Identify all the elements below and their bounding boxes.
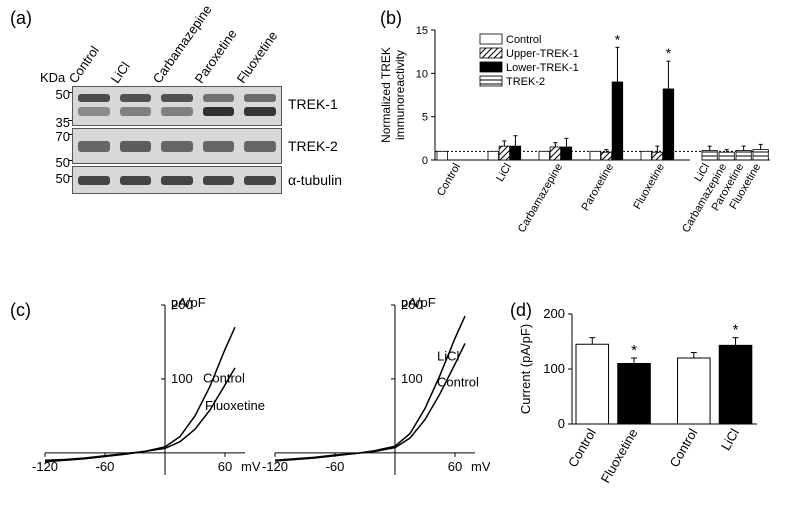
- svg-text:5: 5: [422, 112, 428, 124]
- svg-text:Fluoxetine: Fluoxetine: [598, 426, 641, 485]
- mw-tub: 50: [42, 171, 70, 186]
- svg-text:100: 100: [543, 361, 565, 376]
- blot-tubulin: [72, 166, 282, 194]
- svg-text:200: 200: [543, 306, 565, 321]
- svg-text:10: 10: [416, 68, 428, 80]
- panel-d: 0 100 200 Current (pA/pF) Control * Fluoxetine…: [510, 300, 790, 510]
- panel-c-chart: 100200pA/pF-120-6060mVControlFluoxetine1…: [10, 290, 490, 510]
- svg-text:Control: Control: [203, 371, 245, 386]
- svg-text:Carbamazepine: Carbamazepine: [516, 162, 565, 235]
- panel-b-chart: 0 5 10 15 Normalized TREKimmunoreactivity Con…: [380, 10, 790, 260]
- svg-text:mV: mV: [471, 459, 490, 474]
- svg-text:15: 15: [416, 25, 428, 37]
- lane-label: Control: [66, 43, 102, 86]
- svg-text:0: 0: [558, 416, 565, 431]
- blot-trek1-label: TREK-1: [288, 96, 338, 112]
- mw-trek1-bot: 35: [42, 115, 70, 130]
- svg-text:LiCl: LiCl: [494, 162, 514, 184]
- panel-c: 100200pA/pF-120-6060mVControlFluoxetine1…: [10, 290, 490, 510]
- svg-text:TREK-2: TREK-2: [506, 76, 545, 88]
- svg-text:pA/pF: pA/pF: [401, 295, 436, 310]
- svg-text:LiCl: LiCl: [718, 426, 742, 453]
- svg-text:-60: -60: [326, 459, 345, 474]
- panel-d-chart: 0 100 200 Current (pA/pF) Control * Fluoxetine…: [510, 300, 790, 510]
- lane-label: Fluoxetine: [234, 28, 281, 86]
- mw-trek2-bot: 50: [42, 155, 70, 170]
- svg-text:100: 100: [401, 371, 423, 386]
- blot-trek2: [72, 128, 282, 164]
- svg-text:0: 0: [422, 155, 428, 167]
- svg-text:Upper-TREK-1: Upper-TREK-1: [506, 48, 579, 60]
- mw-trek1-top: 50: [42, 87, 70, 102]
- svg-text:Current (pA/pF): Current (pA/pF): [518, 324, 533, 414]
- svg-text:60: 60: [448, 459, 462, 474]
- kda-label: KDa: [40, 70, 65, 85]
- svg-text:*: *: [733, 322, 739, 339]
- lane-labels: ControlLiClCarbamazepineParoxetineFluoxe…: [72, 16, 292, 86]
- lane-label: LiCl: [108, 59, 133, 86]
- svg-text:Paroxetine: Paroxetine: [579, 162, 616, 214]
- svg-text:*: *: [631, 342, 637, 359]
- svg-text:Control: Control: [565, 426, 599, 470]
- blot-trek2-label: TREK-2: [288, 138, 338, 154]
- svg-text:Control: Control: [437, 374, 479, 389]
- svg-text:Control: Control: [666, 426, 700, 470]
- svg-text:Fluoxetine: Fluoxetine: [631, 162, 667, 212]
- svg-text:*: *: [615, 31, 621, 47]
- svg-text:-120: -120: [262, 459, 288, 474]
- svg-text:Fluoxetine: Fluoxetine: [205, 398, 265, 413]
- blot-trek1: [72, 86, 282, 126]
- svg-text:Normalized TREKimmunoreactivit: Normalized TREKimmunoreactivity: [380, 47, 407, 143]
- svg-text:Lower-TREK-1: Lower-TREK-1: [506, 62, 579, 74]
- blot-tub-label: α-tubulin: [288, 172, 342, 188]
- svg-text:mV: mV: [241, 459, 261, 474]
- mw-trek2-top: 70: [42, 129, 70, 144]
- svg-text:pA/pF: pA/pF: [171, 295, 206, 310]
- panel-a: KDa ControlLiClCarbamazepineParoxetineFl…: [12, 16, 362, 216]
- svg-text:Control: Control: [435, 162, 463, 199]
- svg-text:100: 100: [171, 371, 193, 386]
- svg-text:60: 60: [218, 459, 232, 474]
- svg-text:-60: -60: [96, 459, 115, 474]
- svg-text:Control: Control: [506, 34, 541, 46]
- panel-b: 0 5 10 15 Normalized TREKimmunoreactivity Con…: [380, 10, 790, 260]
- svg-text:*: *: [666, 45, 672, 61]
